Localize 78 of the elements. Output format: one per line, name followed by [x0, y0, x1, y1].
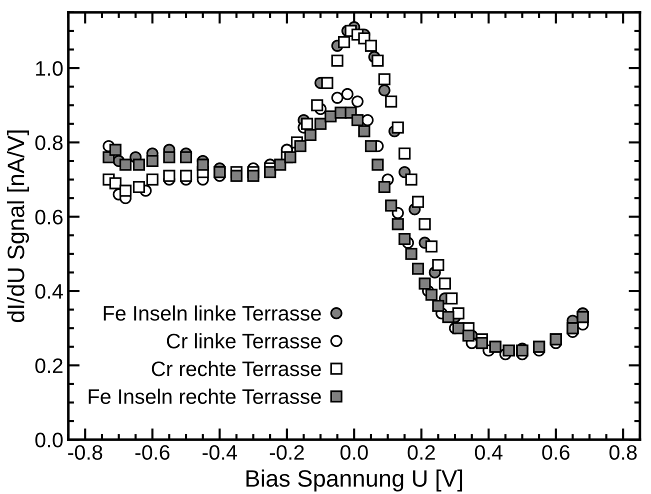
- point: [364, 40, 377, 52]
- point: [432, 258, 444, 272]
- point: [432, 300, 444, 312]
- point: [180, 170, 192, 182]
- y-tick-label: 0.6: [35, 210, 63, 224]
- point: [119, 158, 132, 171]
- point: [132, 180, 146, 194]
- point: [132, 158, 146, 171]
- point: [385, 200, 398, 212]
- point: [351, 114, 364, 126]
- point: [392, 121, 404, 134]
- point: [338, 36, 350, 48]
- point: [372, 54, 384, 67]
- x-tick-label: 0.8: [609, 445, 637, 460]
- point: [438, 278, 451, 290]
- point: [163, 151, 176, 164]
- point: [364, 140, 377, 152]
- legend-label: Fe Inseln rechte Terrasse: [88, 388, 321, 404]
- point: [109, 144, 122, 156]
- point: [311, 99, 324, 112]
- point: [462, 330, 475, 342]
- point: [230, 170, 243, 182]
- point: [418, 278, 431, 290]
- y-axis-title: dI/dU Sgnal [nA/V]: [6, 130, 29, 322]
- y-tick-label: 1.0: [36, 61, 63, 76]
- legend-label: Fe Inseln linke Terrasse: [104, 305, 321, 321]
- point: [412, 262, 424, 275]
- point: [264, 166, 276, 178]
- point: [284, 151, 296, 164]
- x-tick-label: 0.4: [474, 445, 503, 460]
- point: [412, 196, 424, 208]
- point: [425, 240, 438, 252]
- point: [196, 158, 209, 171]
- point: [247, 170, 260, 182]
- point: [446, 292, 458, 305]
- point: [372, 158, 384, 171]
- point: [418, 218, 431, 230]
- legend-label: Cr rechte Terrasse: [152, 360, 321, 376]
- point: [274, 158, 286, 171]
- x-tick-label: 0.0: [340, 445, 368, 460]
- point: [392, 218, 404, 230]
- point: [425, 288, 438, 301]
- point: [109, 177, 122, 190]
- x-tick-label: -0.8: [68, 445, 102, 460]
- point: [385, 95, 398, 108]
- point: [301, 118, 314, 130]
- point: [452, 322, 464, 334]
- point: [331, 54, 344, 67]
- point: [180, 151, 192, 164]
- x-tick-label: -0.6: [135, 445, 170, 460]
- x-tick-label: 0.6: [542, 445, 570, 460]
- point: [314, 118, 327, 130]
- x-tick-label: 0.2: [408, 445, 435, 460]
- point: [163, 170, 176, 182]
- y-tick-label: 0.4: [35, 284, 63, 299]
- point: [378, 84, 390, 96]
- point: [294, 140, 306, 152]
- x-tick-label: -0.4: [202, 445, 237, 460]
- point: [476, 337, 488, 350]
- point: [358, 125, 370, 138]
- point: [146, 174, 158, 186]
- point: [378, 73, 390, 86]
- point: [378, 180, 390, 194]
- point: [119, 184, 132, 197]
- point: [405, 248, 418, 260]
- legend-label: Cr linke Terrasse: [166, 333, 321, 348]
- y-tick-label: 0.2: [35, 358, 62, 374]
- point: [351, 95, 364, 108]
- point: [321, 76, 334, 89]
- x-axis-title: Bias Spannung U [V]: [246, 469, 462, 492]
- x-tick-label: -0.2: [270, 445, 304, 460]
- y-tick-label: 0.8: [35, 135, 63, 150]
- point: [398, 232, 411, 246]
- point: [146, 154, 158, 168]
- y-tick-label: 0.0: [35, 432, 63, 448]
- point: [398, 148, 411, 160]
- point: [405, 174, 418, 186]
- point: [304, 128, 316, 142]
